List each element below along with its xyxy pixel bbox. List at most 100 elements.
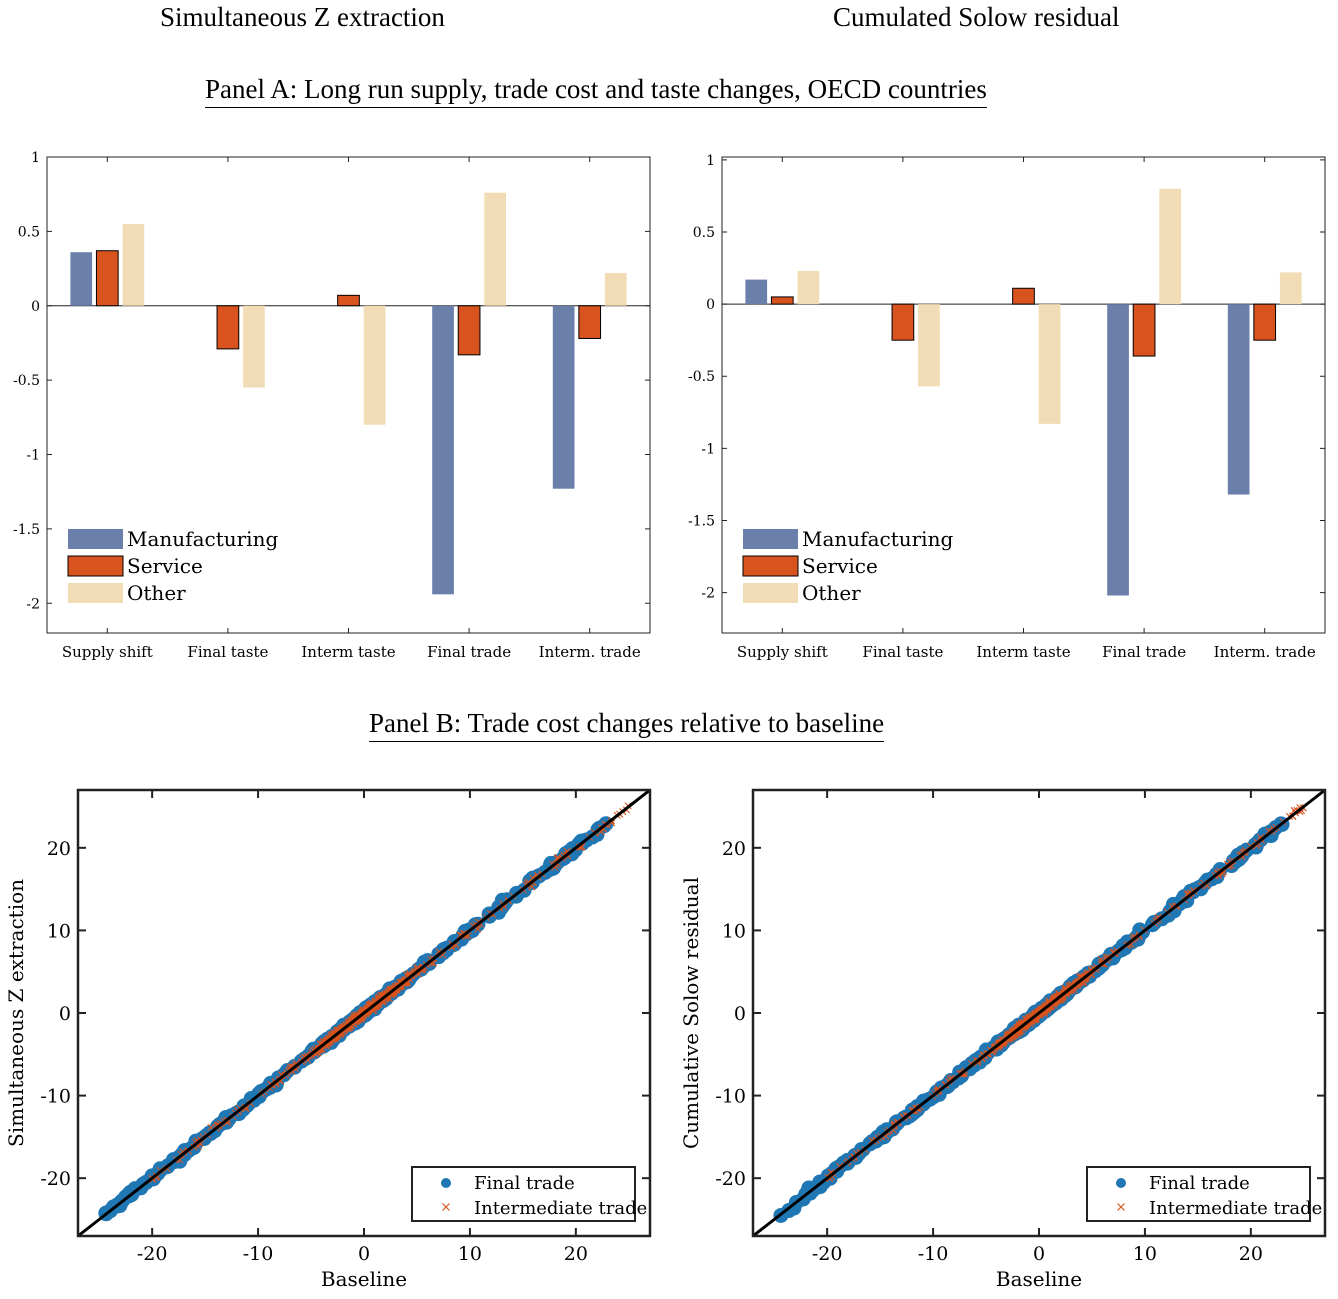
final-trade-point	[1260, 826, 1276, 842]
legend-swatch-service	[67, 555, 124, 577]
y-tick-label: -20	[40, 1168, 71, 1190]
intermediate-trade-point	[852, 1149, 861, 1157]
final-trade-point	[333, 1023, 349, 1039]
final-trade-point	[543, 860, 559, 876]
intermediate-trade-point	[1044, 1000, 1052, 1008]
final-trade-point	[798, 1187, 814, 1203]
x-tick-label: Supply shift	[737, 643, 828, 661]
final-trade-point	[1032, 1004, 1048, 1020]
intermediate-trade-point	[349, 1016, 357, 1024]
intermediate-trade-point	[388, 991, 396, 999]
final-trade-point	[524, 874, 540, 890]
intermediate-trade-point	[1087, 967, 1095, 975]
intermediate-trade-point	[375, 996, 383, 1004]
intermediate-trade-point	[404, 973, 412, 981]
final-trade-point	[351, 1007, 367, 1023]
intermediate-trade-point	[369, 1006, 377, 1015]
intermediate-trade-point	[396, 978, 404, 987]
final-trade-point	[997, 1031, 1013, 1047]
x-tick-label: Interm taste	[976, 643, 1070, 661]
final-trade-point	[1193, 881, 1209, 897]
intermediate-trade-point	[1237, 850, 1246, 859]
legend-marker-intermediate-trade	[442, 1203, 450, 1211]
intermediate-trade-point	[420, 963, 428, 971]
final-trade-point	[931, 1086, 947, 1102]
final-trade-point	[384, 985, 400, 1001]
final-trade-point	[1037, 1002, 1053, 1018]
final-trade-point	[1054, 987, 1070, 1003]
y-tick-label: 0	[59, 1003, 71, 1025]
final-trade-point	[118, 1189, 134, 1205]
final-trade-point	[1050, 989, 1066, 1005]
final-trade-point	[1092, 956, 1108, 972]
bar-manufacturing	[1227, 304, 1250, 495]
final-trade-point	[386, 981, 402, 997]
final-trade-point	[1034, 1001, 1050, 1017]
intermediate-trade-point	[372, 997, 380, 1005]
intermediate-trade-point	[329, 1035, 337, 1043]
final-trade-point	[378, 991, 394, 1007]
x-axis-label: Baseline	[321, 1267, 407, 1291]
intermediate-trade-point	[379, 993, 387, 1001]
intermediate-trade-point	[353, 1013, 362, 1021]
intermediate-trade-point	[369, 1002, 377, 1010]
intermediate-trade-point	[1014, 1023, 1023, 1031]
y-tick-label: 10	[722, 920, 746, 942]
intermediate-trade-point	[1041, 1007, 1049, 1015]
final-trade-point	[174, 1146, 190, 1162]
intermediate-trade-point	[427, 955, 435, 963]
final-trade-point	[915, 1093, 931, 1109]
final-trade-point	[1025, 1009, 1041, 1025]
intermediate-trade-point	[1042, 1003, 1050, 1012]
intermediate-trade-point	[394, 982, 402, 991]
intermediate-trade-point	[551, 863, 559, 871]
intermediate-trade-point	[980, 1051, 988, 1059]
intermediate-trade-point	[894, 1119, 903, 1127]
intermediate-trade-point	[619, 808, 627, 816]
intermediate-trade-point	[156, 1167, 164, 1175]
y-axis-label: Cumulative Solow residual	[679, 877, 703, 1149]
y-tick-label: 0.5	[693, 225, 715, 241]
intermediate-trade-point	[353, 1017, 361, 1025]
final-trade-point	[1024, 1011, 1040, 1027]
intermediate-trade-point	[1041, 1004, 1049, 1012]
intermediate-trade-point	[1010, 1027, 1019, 1036]
intermediate-trade-point	[1025, 1016, 1033, 1024]
intermediate-trade-point	[1046, 1002, 1054, 1011]
intermediate-trade-point	[1038, 1007, 1046, 1015]
final-trade-point	[362, 1001, 378, 1017]
final-trade-point	[265, 1075, 281, 1091]
intermediate-trade-point	[1045, 997, 1053, 1005]
final-trade-point	[584, 829, 600, 845]
intermediate-trade-point	[1012, 1028, 1020, 1036]
final-trade-point	[806, 1181, 822, 1197]
final-trade-point	[361, 998, 377, 1014]
final-trade-point	[207, 1123, 223, 1139]
intermediate-trade-point	[329, 1032, 338, 1040]
final-trade-point	[1062, 980, 1078, 996]
final-trade-point	[260, 1079, 276, 1095]
final-trade-point	[870, 1130, 886, 1146]
intermediate-trade-point	[538, 870, 546, 878]
final-trade-point	[1050, 990, 1066, 1006]
intermediate-trade-point	[385, 994, 393, 1002]
intermediate-trade-point	[1082, 972, 1091, 980]
intermediate-trade-point	[387, 985, 395, 994]
intermediate-trade-point	[1103, 953, 1111, 961]
bar-other	[797, 270, 820, 305]
intermediate-trade-point	[292, 1059, 300, 1067]
final-trade-point	[368, 995, 384, 1011]
intermediate-trade-point	[379, 996, 387, 1005]
intermediate-trade-point	[1037, 1011, 1045, 1019]
final-trade-point	[333, 1023, 349, 1039]
intermediate-trade-point	[325, 1037, 334, 1046]
intermediate-trade-point	[191, 1138, 199, 1146]
intermediate-trade-point	[1036, 1007, 1044, 1015]
final-trade-point	[382, 985, 398, 1001]
intermediate-trade-point	[1028, 1013, 1036, 1021]
final-trade-point	[374, 992, 390, 1008]
x-tick-label: 20	[564, 1243, 588, 1265]
intermediate-trade-point	[475, 918, 483, 926]
intermediate-trade-point	[578, 842, 586, 851]
intermediate-trade-point	[1163, 908, 1171, 916]
